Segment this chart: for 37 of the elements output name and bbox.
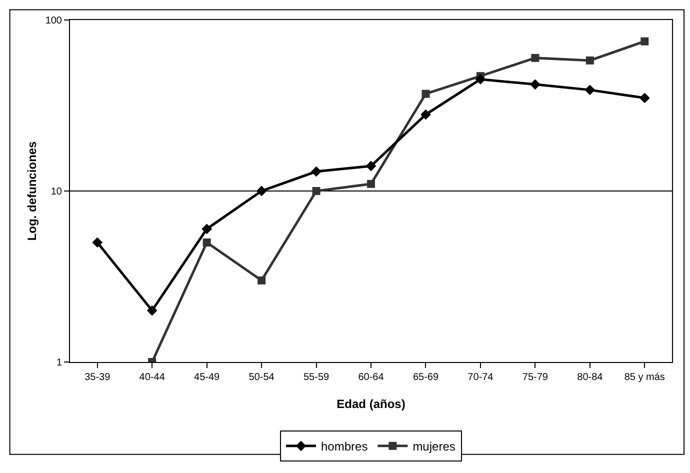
x-tick-label: 40-44 xyxy=(139,372,166,383)
point xyxy=(367,180,375,188)
x-tick-label: 60-64 xyxy=(358,372,384,383)
x-tick-label: 80-84 xyxy=(577,372,604,383)
point xyxy=(366,160,376,172)
x-tick-label: 65-69 xyxy=(412,372,439,383)
point xyxy=(531,54,540,62)
point xyxy=(312,187,320,195)
point xyxy=(92,237,103,248)
x-tick-label: 85 y más xyxy=(624,372,665,383)
point xyxy=(584,84,596,96)
point xyxy=(639,92,650,104)
point xyxy=(146,305,158,316)
point xyxy=(256,186,267,196)
y-axis-title: Log. defunciones xyxy=(25,141,39,241)
x-tick-label: 55-59 xyxy=(303,372,330,383)
y-tick-label: 10 xyxy=(50,186,62,198)
point xyxy=(475,74,486,84)
x-tick-label: 45-49 xyxy=(194,372,220,383)
y-tick-label: 100 xyxy=(45,16,62,26)
point xyxy=(202,224,212,234)
point xyxy=(640,37,649,46)
point xyxy=(258,276,266,284)
point xyxy=(422,90,430,98)
x-tick-label: 70-74 xyxy=(468,372,494,383)
point xyxy=(202,238,211,246)
y-tick-label: 1 xyxy=(56,358,62,368)
x-tick-label: 35-39 xyxy=(84,372,111,383)
x-axis-title: Edad (años) xyxy=(336,397,406,411)
legend-label: hombres xyxy=(321,440,368,454)
point xyxy=(586,56,594,64)
point xyxy=(311,166,322,177)
x-tick-label: 75-79 xyxy=(522,372,548,383)
legend-label: mujeres xyxy=(412,440,456,454)
point xyxy=(530,79,540,90)
point xyxy=(420,109,431,120)
x-tick-label: 50-54 xyxy=(248,372,275,383)
